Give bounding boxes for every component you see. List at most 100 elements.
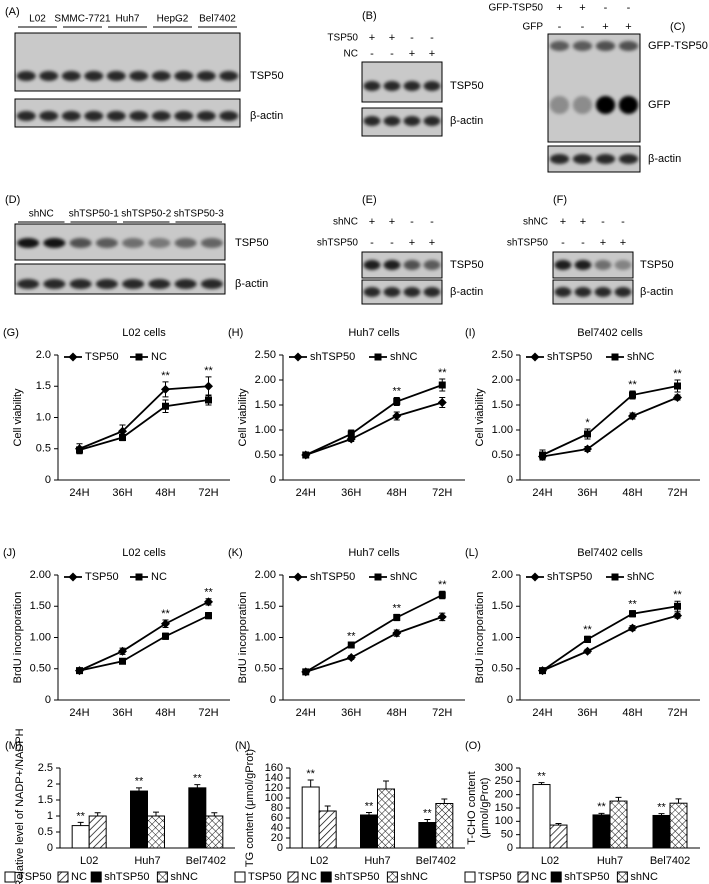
bar xyxy=(360,814,378,849)
x-tick-label: 48H xyxy=(155,487,175,499)
blot-band xyxy=(572,96,593,114)
x-tick-label: Bel7402 xyxy=(650,855,690,867)
blot-band xyxy=(595,41,616,51)
y-tick-label: 0.5 xyxy=(36,443,51,455)
legend-label: TSP50 xyxy=(85,351,119,363)
chart-title: Huh7 cells xyxy=(348,547,400,559)
row-sign: + xyxy=(369,32,375,44)
row-sign: + xyxy=(602,21,608,33)
series-line xyxy=(542,396,678,458)
y-axis-label: BrdU incorporation xyxy=(237,592,249,684)
row-sign: - xyxy=(627,2,631,14)
error-bar xyxy=(194,784,201,788)
blot-band xyxy=(196,71,216,81)
row-sign: + xyxy=(560,216,566,228)
band-label: β-actin xyxy=(250,110,283,122)
marker xyxy=(161,384,170,394)
panel-label: (K) xyxy=(228,547,243,559)
y-tick-label: 1.00 xyxy=(255,631,276,643)
significance: ** xyxy=(161,370,170,382)
y-tick-label: 80 xyxy=(271,802,283,814)
error-bar xyxy=(153,811,159,816)
marker xyxy=(347,641,355,649)
x-tick-label: 24H xyxy=(532,707,552,719)
x-tick-label: 24H xyxy=(296,707,316,719)
blot-band xyxy=(549,96,570,114)
x-tick-label: Bel7402 xyxy=(416,855,456,867)
significance: ** xyxy=(583,624,592,636)
row-sign: - xyxy=(558,21,562,33)
blot-band xyxy=(423,260,441,270)
x-tick-label: L02 xyxy=(80,855,98,867)
panel-label: (I) xyxy=(465,327,475,339)
significance: ** xyxy=(204,587,213,599)
legend-label: NC xyxy=(301,871,317,883)
blot-band xyxy=(61,111,81,121)
significance: ** xyxy=(657,802,666,814)
panel-label: (H) xyxy=(228,327,243,339)
blot-band xyxy=(17,238,40,248)
y-tick-label: 2.50 xyxy=(492,349,513,361)
lane-group-label: SMMC-7721 xyxy=(54,14,111,25)
marker xyxy=(674,602,681,610)
panel-label: (B) xyxy=(362,10,377,22)
blot-band xyxy=(95,238,118,248)
y-tick-label: 2.00 xyxy=(255,569,276,581)
significance: ** xyxy=(423,807,432,819)
row-sign: - xyxy=(390,237,394,249)
blot-band xyxy=(39,71,59,81)
x-tick-label: 72H xyxy=(667,487,687,499)
marker xyxy=(204,381,213,391)
y-tick-label: 1.5 xyxy=(36,380,51,392)
blot-band xyxy=(43,279,66,289)
band-label: β-actin xyxy=(235,278,268,290)
series-line xyxy=(79,399,209,451)
blot-band xyxy=(363,287,381,297)
panel-label: (E) xyxy=(362,194,377,206)
y-axis-label: Relative level of NADP+/NADPH xyxy=(14,728,26,884)
blot-band xyxy=(84,111,104,121)
y-tick-label: 100 xyxy=(265,792,283,804)
blot-band xyxy=(61,71,81,81)
legend-label: shNC xyxy=(170,871,198,883)
legend-swatch xyxy=(4,871,16,883)
y-tick-label: 0 xyxy=(270,474,276,486)
x-tick-label: 24H xyxy=(532,487,552,499)
blot-band xyxy=(69,238,92,248)
y-tick-label: 0.50 xyxy=(255,663,276,675)
panel-label: (M) xyxy=(5,740,22,752)
x-tick-label: Bel7402 xyxy=(186,855,226,867)
significance: ** xyxy=(438,367,447,379)
y-tick-label: 0.5 xyxy=(38,826,53,838)
x-tick-label: 72H xyxy=(667,707,687,719)
x-tick-label: 48H xyxy=(387,707,407,719)
row-sign: + xyxy=(409,48,415,60)
bar xyxy=(592,814,611,849)
blot-band xyxy=(129,111,149,121)
y-tick-label: 0.50 xyxy=(492,449,513,461)
significance: ** xyxy=(347,630,356,642)
bar xyxy=(88,815,107,849)
row-sign: - xyxy=(621,216,625,228)
marker xyxy=(205,612,212,620)
blot-band xyxy=(200,279,223,289)
legend-label: NC xyxy=(71,871,87,883)
marker xyxy=(673,393,682,402)
panel-label: (L) xyxy=(465,547,478,559)
legend-swatch xyxy=(156,871,168,883)
legend-marker xyxy=(611,353,619,361)
significance: ** xyxy=(193,773,202,785)
significance: ** xyxy=(673,368,682,380)
x-tick-label: Huh7 xyxy=(134,855,160,867)
row-label: GFP xyxy=(522,22,543,33)
chart-title: Bel7402 cells xyxy=(577,547,643,559)
legend-label: shTSP50 xyxy=(564,871,609,883)
row-sign: + xyxy=(429,237,435,249)
y-tick-label: 0 xyxy=(507,842,513,854)
blot-band xyxy=(69,279,92,289)
marker xyxy=(162,632,169,640)
row-sign: - xyxy=(581,237,585,249)
blot-band xyxy=(554,260,572,270)
row-sign: + xyxy=(389,216,395,228)
y-tick-label: 1.50 xyxy=(492,399,513,411)
